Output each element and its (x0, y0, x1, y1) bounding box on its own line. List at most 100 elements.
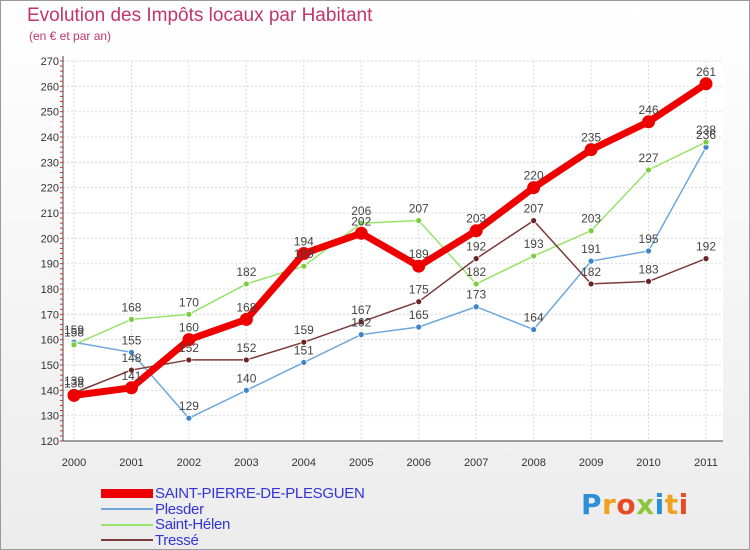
data-label: 189 (409, 247, 429, 261)
data-point (527, 181, 541, 195)
y-tick-label: 120 (41, 436, 59, 448)
logo-letter: r (602, 488, 617, 521)
data-label: 148 (121, 351, 141, 365)
data-point (185, 310, 193, 318)
x-tick-label: 2001 (119, 457, 143, 469)
data-point (472, 255, 480, 263)
data-point (645, 277, 652, 285)
data-label: 159 (64, 323, 84, 337)
x-tick-label: 2006 (406, 457, 430, 469)
data-label: 140 (236, 371, 256, 385)
legend-item: Saint-Hélen (101, 516, 365, 534)
y-tick-label: 170 (41, 309, 59, 321)
data-label: 160 (179, 321, 199, 335)
data-label: 182 (236, 265, 256, 279)
data-point (530, 252, 538, 260)
logo-letter: P (581, 488, 603, 521)
y-tick-label: 130 (41, 411, 59, 423)
data-point (587, 280, 595, 288)
legend-swatch (101, 539, 153, 542)
series-saint-pierre-de-plesguen (67, 77, 713, 402)
logo-letter: t (664, 488, 679, 521)
x-tick-label: 2010 (636, 457, 660, 469)
x-tick-label: 2008 (521, 457, 545, 469)
legend: SAINT-PIERRE-DE-PLESGUEN Plesder Saint-Hél… (101, 485, 365, 549)
data-label: 129 (179, 399, 199, 413)
data-label: 152 (236, 341, 256, 355)
data-label: 175 (409, 283, 429, 297)
data-point (587, 227, 595, 235)
data-label: 195 (639, 232, 659, 246)
data-point (67, 388, 81, 402)
data-label: 206 (351, 204, 371, 218)
data-label: 162 (351, 316, 371, 330)
y-tick-label: 230 (41, 157, 59, 169)
data-point (357, 219, 365, 227)
data-point (584, 143, 598, 157)
data-point (354, 226, 368, 240)
data-label: 235 (581, 131, 601, 145)
data-label: 170 (179, 295, 199, 309)
legend-swatch (101, 523, 153, 526)
y-tick-label: 140 (41, 385, 59, 397)
data-point (124, 381, 138, 395)
legend-swatch (101, 508, 153, 511)
data-point (242, 386, 250, 394)
data-label: 191 (581, 242, 601, 256)
data-label: 139 (64, 374, 84, 388)
legend-label: Plesder (155, 500, 204, 518)
data-label: 193 (524, 237, 544, 251)
data-label: 182 (581, 265, 601, 279)
y-tick-label: 220 (41, 183, 59, 195)
data-point (128, 366, 135, 374)
data-point (357, 318, 365, 326)
series-saint-h-len (70, 138, 710, 349)
data-label: 203 (466, 212, 486, 226)
proxiti-logo: Proxiti (581, 488, 689, 521)
data-label: 207 (524, 202, 544, 216)
data-label: 220 (524, 169, 544, 183)
y-tick-label: 150 (41, 360, 59, 372)
data-label: 173 (466, 288, 486, 302)
data-point (472, 303, 480, 311)
y-tick-label: 160 (41, 335, 59, 347)
data-point (587, 257, 595, 265)
data-point (128, 315, 135, 323)
x-tick-label: 2009 (579, 457, 603, 469)
data-point (642, 115, 656, 129)
legend-item: Tressé (101, 532, 365, 549)
y-tick-label: 190 (41, 259, 59, 271)
data-label: 155 (121, 333, 141, 347)
chart-subtitle: (en € et par an) (29, 29, 112, 43)
y-tick-label: 260 (41, 81, 59, 93)
y-tick-label: 270 (41, 56, 59, 68)
data-label: 158 (64, 326, 84, 340)
data-point (415, 217, 423, 225)
y-tick-label: 250 (41, 107, 59, 119)
legend-label: SAINT-PIERRE-DE-PLESGUEN (155, 485, 365, 503)
data-point (415, 298, 423, 306)
data-point (242, 356, 250, 364)
x-tick-label: 2005 (349, 457, 373, 469)
y-tick-label: 240 (41, 132, 59, 144)
data-point (415, 323, 423, 331)
legend-label: Saint-Hélen (155, 516, 231, 534)
data-point (530, 326, 538, 333)
data-label: 192 (696, 240, 716, 254)
data-label: 168 (121, 300, 141, 314)
data-label: 192 (466, 240, 486, 254)
data-label: 165 (409, 308, 429, 322)
data-label: 203 (581, 212, 601, 226)
legend-item: Plesder (101, 500, 365, 518)
x-tick-label: 2002 (177, 457, 201, 469)
chart-title: Evolution des Impôts locaux par Habitant (27, 5, 373, 26)
data-point (242, 280, 250, 288)
series-line (73, 146, 707, 419)
data-point (702, 138, 710, 146)
data-label: 152 (179, 341, 199, 355)
data-label: 182 (466, 265, 486, 279)
x-tick-label: 2011 (694, 457, 718, 469)
data-label: 189 (294, 247, 314, 261)
data-label: 194 (294, 235, 314, 249)
